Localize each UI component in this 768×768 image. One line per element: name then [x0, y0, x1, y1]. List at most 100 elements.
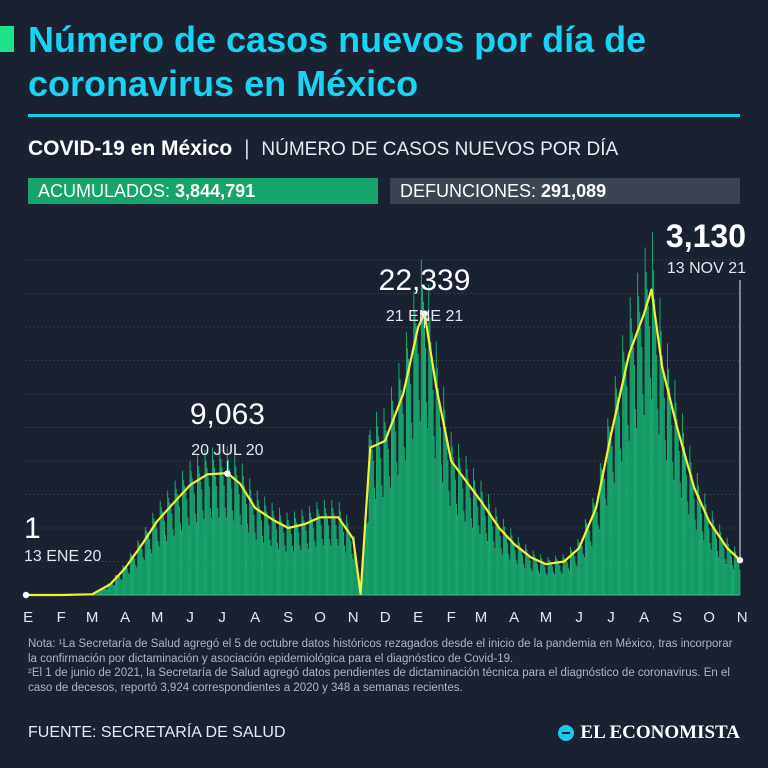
bar	[216, 485, 218, 595]
bar	[659, 298, 661, 595]
bar	[404, 460, 406, 595]
bar	[529, 560, 531, 595]
bar	[331, 500, 333, 595]
bar	[123, 566, 125, 595]
x-tick-label: M	[86, 609, 99, 626]
bar	[476, 497, 478, 595]
bar	[441, 464, 443, 595]
bar	[590, 541, 592, 595]
bar	[673, 479, 675, 595]
bar	[559, 565, 561, 595]
bar	[251, 498, 253, 595]
bar	[576, 566, 578, 595]
bar	[608, 426, 610, 595]
bar	[411, 422, 413, 595]
bar	[224, 507, 226, 595]
el-economista-logo-icon	[558, 725, 575, 741]
bar	[305, 530, 307, 595]
annotation-dot	[421, 310, 428, 317]
annotation-dot	[736, 556, 744, 564]
bar	[120, 579, 122, 595]
bar	[398, 363, 400, 595]
bar	[633, 364, 635, 595]
bar	[605, 498, 607, 595]
bar	[522, 555, 524, 595]
bar	[134, 558, 136, 595]
x-tick-label: A	[639, 609, 649, 626]
bar	[383, 407, 385, 595]
bar	[159, 500, 161, 595]
bar	[183, 479, 185, 595]
bar	[133, 556, 135, 595]
bar	[371, 449, 373, 595]
bar	[287, 519, 289, 595]
bar	[710, 549, 712, 595]
bar	[207, 476, 209, 595]
bar	[636, 427, 638, 595]
bar	[172, 529, 174, 595]
footnote-2: ²El 1 de junio de 2021, la Secretaría de…	[28, 667, 730, 694]
bar	[364, 530, 366, 595]
bar	[412, 438, 414, 595]
bar	[184, 485, 186, 595]
bar	[552, 572, 554, 595]
bar	[406, 348, 408, 595]
bar	[127, 572, 129, 595]
bar	[316, 501, 318, 595]
bar	[350, 541, 352, 595]
bar	[638, 295, 640, 595]
bar	[436, 368, 438, 595]
bar	[297, 527, 299, 595]
bar	[145, 530, 147, 595]
bar	[203, 519, 205, 595]
bar	[555, 555, 557, 595]
bar	[314, 540, 316, 595]
bar	[204, 449, 206, 595]
bar	[410, 383, 412, 595]
bar	[587, 524, 589, 595]
bar	[418, 400, 420, 595]
bar	[259, 513, 261, 595]
bar	[713, 525, 715, 595]
bar	[568, 570, 570, 595]
bar	[519, 546, 521, 595]
bar	[468, 487, 470, 595]
annotation-value: 3,130	[666, 218, 746, 254]
bar	[735, 551, 737, 595]
x-tick-label: E	[413, 609, 423, 626]
bar	[295, 517, 297, 595]
deaths-value: 291,089	[541, 181, 607, 201]
bar	[298, 532, 300, 595]
bar	[268, 524, 270, 595]
bar	[372, 461, 374, 595]
bar	[604, 478, 606, 595]
bar	[610, 437, 612, 595]
bar	[597, 524, 599, 595]
bar	[663, 397, 665, 595]
bar	[290, 534, 292, 595]
bar	[103, 587, 105, 595]
annotation-date: 13 NOV 21	[667, 260, 746, 277]
bar	[429, 317, 431, 595]
bar	[603, 473, 605, 595]
bar	[574, 556, 576, 595]
bar	[109, 583, 111, 595]
bar	[621, 461, 623, 595]
bar	[631, 332, 633, 595]
x-tick-label: M	[475, 609, 488, 626]
bar	[125, 567, 127, 595]
bar	[181, 530, 183, 595]
bar	[484, 516, 486, 595]
bar	[143, 560, 145, 595]
bar	[416, 337, 418, 595]
bar	[474, 480, 476, 595]
bar	[556, 558, 558, 595]
annotation-date: 13 ENE 20	[24, 548, 101, 565]
bar	[642, 394, 644, 595]
bar	[490, 511, 492, 595]
bar	[577, 538, 579, 595]
bar	[702, 531, 704, 595]
x-tick-label: N	[737, 609, 748, 626]
bar	[126, 568, 128, 595]
